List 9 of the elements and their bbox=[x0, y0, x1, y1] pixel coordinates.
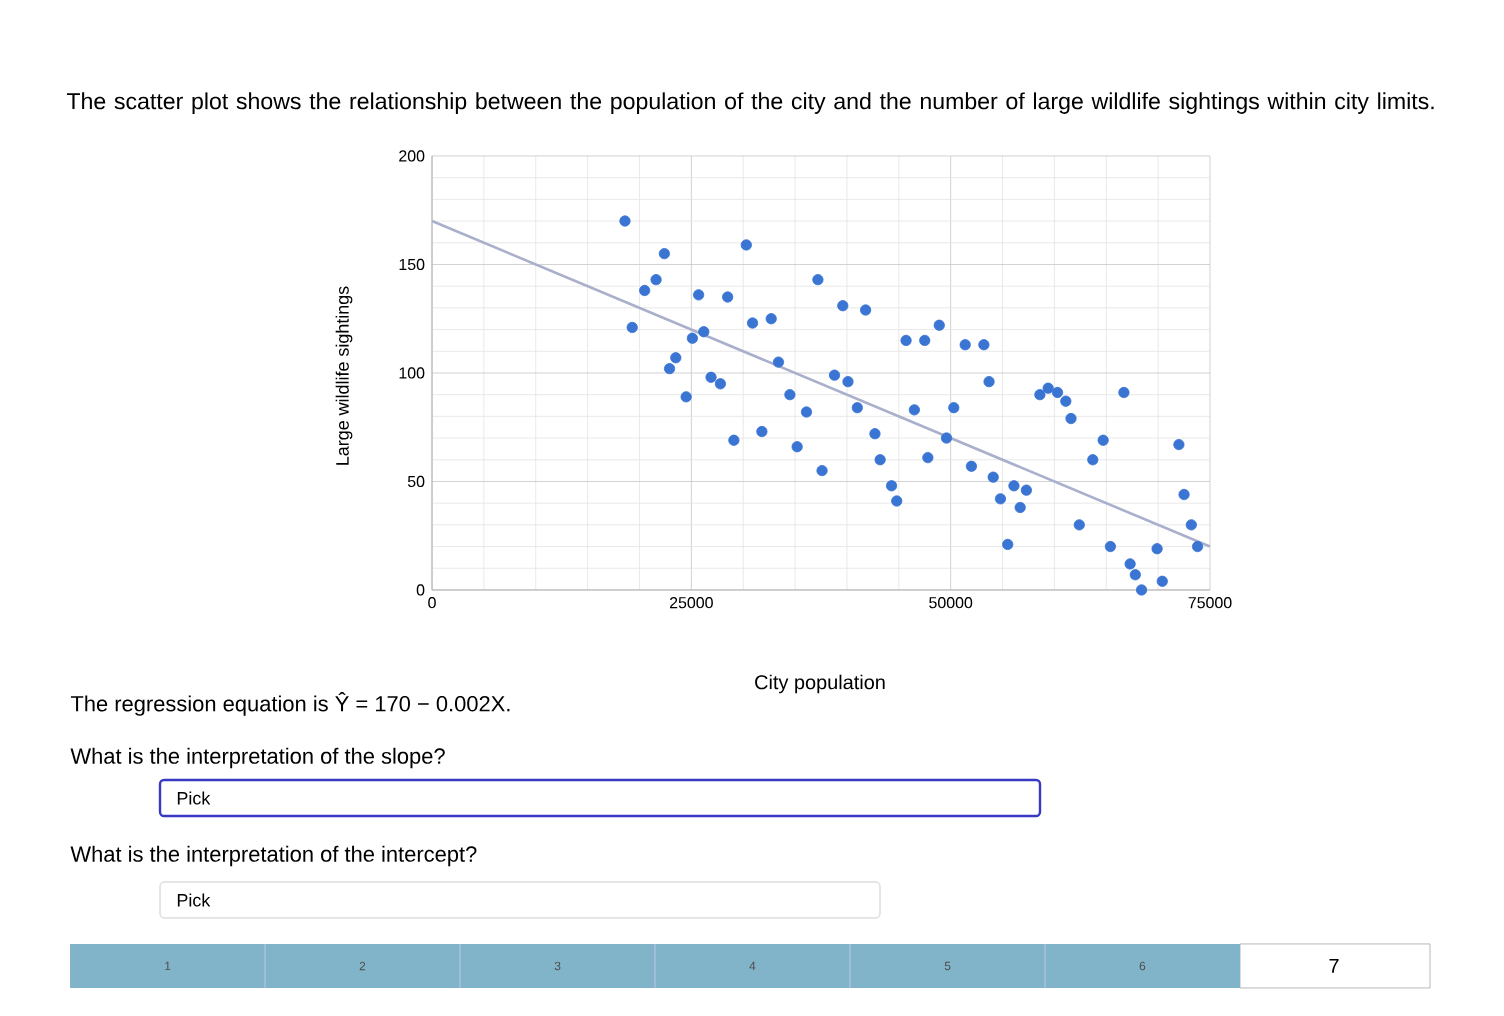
chart-title: The scatter plot shows the relationship between the population of the city and the number of large wildlife sightings within city limits. bbox=[66, 92, 1434, 114]
text: What is the interpretation of the slope? bbox=[70, 747, 445, 769]
text: The regression equation is Ŷ = 170 − 0.002X. bbox=[70, 692, 510, 716]
x-axis-title: City population bbox=[755, 674, 885, 694]
y-axis-title: Large wildlife sightings bbox=[335, 286, 353, 465]
text: Pick bbox=[177, 893, 211, 907]
text: 7 bbox=[1329, 959, 1339, 973]
text: Pick bbox=[177, 791, 211, 805]
text: What is the interpretation of the intercept? bbox=[70, 845, 477, 867]
